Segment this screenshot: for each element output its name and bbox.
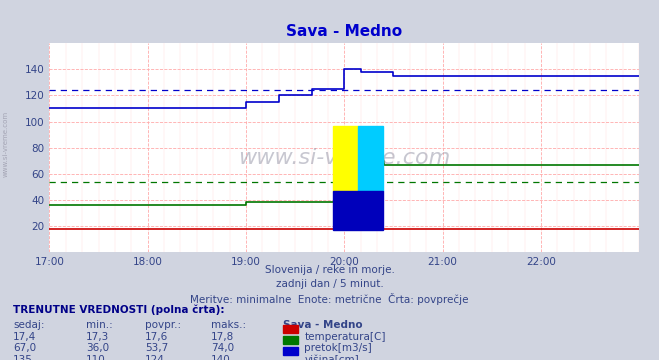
Text: Meritve: minimalne  Enote: metrične  Črta: povprečje: Meritve: minimalne Enote: metrične Črta:… <box>190 293 469 305</box>
Text: www.si-vreme.com: www.si-vreme.com <box>2 111 9 177</box>
Text: pretok[m3/s]: pretok[m3/s] <box>304 343 372 353</box>
Text: 36,0: 36,0 <box>86 343 109 353</box>
Text: 17,4: 17,4 <box>13 332 36 342</box>
Text: 17,3: 17,3 <box>86 332 109 342</box>
Text: 17,8: 17,8 <box>211 332 234 342</box>
Text: 67,0: 67,0 <box>13 343 36 353</box>
Text: Sava - Medno: Sava - Medno <box>283 320 363 330</box>
Text: sedaj:: sedaj: <box>13 320 45 330</box>
Text: zadnji dan / 5 minut.: zadnji dan / 5 minut. <box>275 279 384 289</box>
Text: 17,6: 17,6 <box>145 332 168 342</box>
Text: povpr.:: povpr.: <box>145 320 181 330</box>
Text: TRENUTNE VREDNOSTI (polna črta):: TRENUTNE VREDNOSTI (polna črta): <box>13 304 225 315</box>
Text: maks.:: maks.: <box>211 320 246 330</box>
Text: 140: 140 <box>211 355 231 360</box>
Text: 74,0: 74,0 <box>211 343 234 353</box>
Text: 53,7: 53,7 <box>145 343 168 353</box>
Title: Sava - Medno: Sava - Medno <box>286 24 403 39</box>
Text: temperatura[C]: temperatura[C] <box>304 332 386 342</box>
Text: min.:: min.: <box>86 320 113 330</box>
Text: www.si-vreme.com: www.si-vreme.com <box>238 148 451 168</box>
Text: 110: 110 <box>86 355 105 360</box>
Text: višina[cm]: višina[cm] <box>304 355 359 360</box>
Text: 124: 124 <box>145 355 165 360</box>
Text: Slovenija / reke in morje.: Slovenija / reke in morje. <box>264 265 395 275</box>
Text: 135: 135 <box>13 355 33 360</box>
